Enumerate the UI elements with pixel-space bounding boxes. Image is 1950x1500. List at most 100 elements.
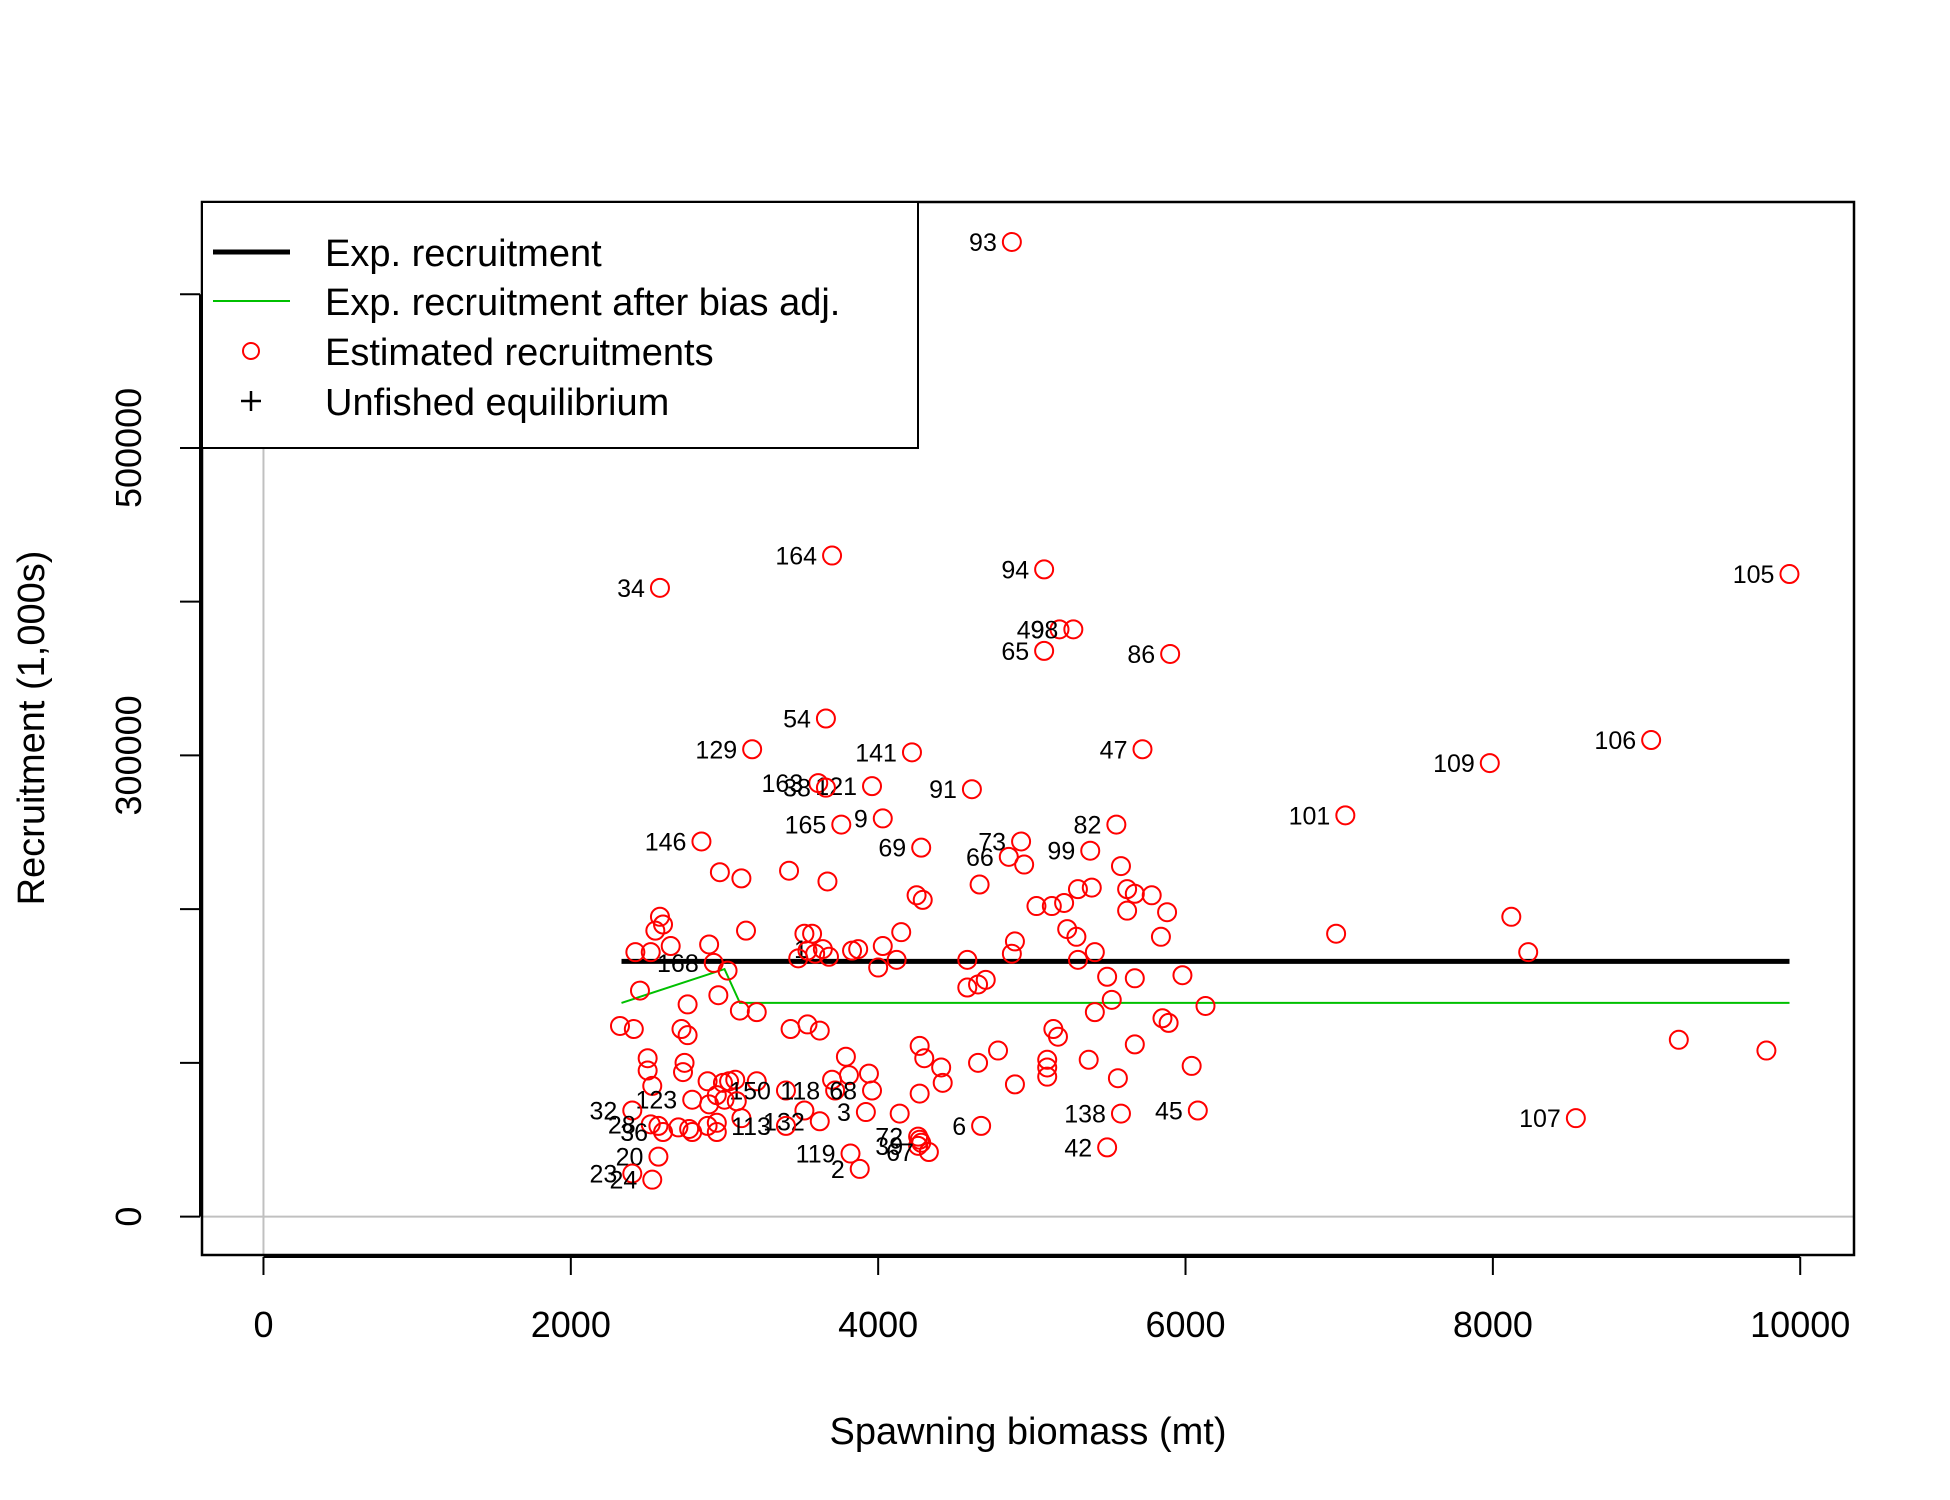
y-tick-label: 500000 (108, 388, 149, 508)
recruitment-point (1097, 1137, 1118, 1158)
recruitment-point (1078, 1049, 1099, 1070)
recruitment-point (1160, 643, 1181, 664)
recruitment-point (648, 1115, 669, 1136)
recruitment-point (1054, 892, 1075, 913)
point-label: 38 (783, 775, 811, 803)
point-label: 132 (763, 1108, 805, 1136)
recruitment-point (849, 1158, 870, 1179)
point-label: 138 (1064, 1101, 1106, 1129)
recruitment-point (649, 577, 670, 598)
recruitment-point (931, 1057, 952, 1078)
recruitment-point (822, 545, 843, 566)
recruitment-point (815, 708, 836, 729)
point-label: 93 (969, 229, 997, 257)
point-label: 164 (775, 543, 817, 571)
recruitment-point (815, 777, 836, 798)
recruitment-point (868, 957, 889, 978)
estimated-recruitment-points: 9316616494105344998658654106129471411091… (589, 229, 1800, 1195)
point-label: 3 (837, 1099, 851, 1127)
x-tick-label: 0 (253, 1304, 273, 1345)
point-label: 94 (1001, 556, 1029, 584)
recruitment-point (637, 1048, 658, 1069)
recruitment-point (1106, 814, 1127, 835)
x-axis-title: Spawning biomass (mt) (829, 1411, 1226, 1453)
recruitment-point (889, 1103, 910, 1124)
recruitment-point (625, 942, 646, 963)
legend: Exp. recruitment Exp. recruitment after … (201, 201, 919, 449)
recruitment-point (1037, 1066, 1058, 1087)
recruitment-point (622, 1163, 643, 1184)
point-label: 45 (1155, 1098, 1183, 1126)
recruitment-point (901, 742, 922, 763)
recruitment-point (1124, 1034, 1145, 1055)
point-label: 32 (589, 1098, 617, 1126)
point-label: 54 (783, 706, 811, 734)
legend-unfished-equilibrium-swatch (241, 391, 261, 411)
recruitment-point (1150, 926, 1171, 947)
point-label: 99 (1047, 838, 1075, 866)
recruitment-point (708, 985, 729, 1006)
recruitment-point (609, 1015, 630, 1036)
x-tick-label: 6000 (1145, 1304, 1225, 1345)
recruitment-point (717, 960, 738, 981)
recruitment-point (629, 980, 650, 1001)
recruitment-point (911, 837, 932, 858)
point-label: 129 (695, 736, 737, 764)
point-label: 9 (854, 805, 868, 833)
legend-bias-adjusted-label: Exp. recruitment after bias adj. (325, 282, 840, 324)
recruitment-point (780, 1019, 801, 1040)
point-label: 141 (855, 739, 897, 767)
recruitment-point (831, 814, 852, 835)
recruitment-point (779, 860, 800, 881)
recruitment-point (673, 1062, 694, 1083)
point-label: 42 (1064, 1134, 1092, 1162)
recruitment-point (914, 1048, 935, 1069)
recruitment-point (891, 922, 912, 943)
y-tick-label: 300000 (108, 695, 149, 815)
recruitment-point (1049, 619, 1070, 640)
recruitment-point (640, 942, 661, 963)
recruitment-point (906, 885, 927, 906)
point-label: 24 (609, 1167, 637, 1195)
point-label: 109 (1433, 750, 1475, 778)
recruitment-point (699, 1094, 720, 1115)
recruitment-point (706, 1112, 727, 1133)
recruitment-point (1004, 1074, 1025, 1095)
recruitment-point (746, 1071, 767, 1092)
y-tick-label: 0 (108, 1207, 149, 1227)
recruitment-point (957, 949, 978, 970)
recruitment-point (794, 1100, 815, 1121)
point-label: 66 (966, 844, 994, 872)
point-label: 165 (785, 812, 827, 840)
recruitment-point (1518, 942, 1539, 963)
recruitment-point (862, 1080, 883, 1101)
point-label: 36 (620, 1119, 648, 1147)
recruitment-point (1011, 831, 1032, 852)
recruitment-point (818, 946, 839, 967)
recruitment-point (682, 1122, 703, 1143)
recruitment-point (1195, 995, 1216, 1016)
point-label: 146 (645, 828, 687, 856)
point-label: 86 (1127, 641, 1155, 669)
recruitment-point (671, 1019, 692, 1040)
point-label: 47 (1100, 736, 1128, 764)
recruitment-point (961, 779, 982, 800)
recruitment-point (1037, 1057, 1058, 1078)
recruitment-point (1101, 989, 1122, 1010)
recruitment-point (1001, 231, 1022, 252)
recruitment-point (1067, 879, 1088, 900)
recruitment-point (668, 1117, 689, 1138)
legend-unfished-equilibrium-label: Unfished equilibrium (325, 382, 669, 424)
recruitment-point (1110, 1103, 1131, 1124)
point-label: 105 (1733, 561, 1775, 589)
recruitment-point (731, 1108, 752, 1129)
recruitment-point (1479, 753, 1500, 774)
recruitment-point (731, 868, 752, 889)
recruitment-point (1779, 564, 1800, 585)
recruitment-point (1041, 896, 1062, 917)
recruitment-point (622, 1100, 643, 1121)
recruitment-point (1181, 1055, 1202, 1076)
legend-estimated-recruitments-label: Estimated recruitments (325, 332, 714, 374)
point-label: 113 (731, 1113, 771, 1141)
recruitment-point (1081, 877, 1102, 898)
